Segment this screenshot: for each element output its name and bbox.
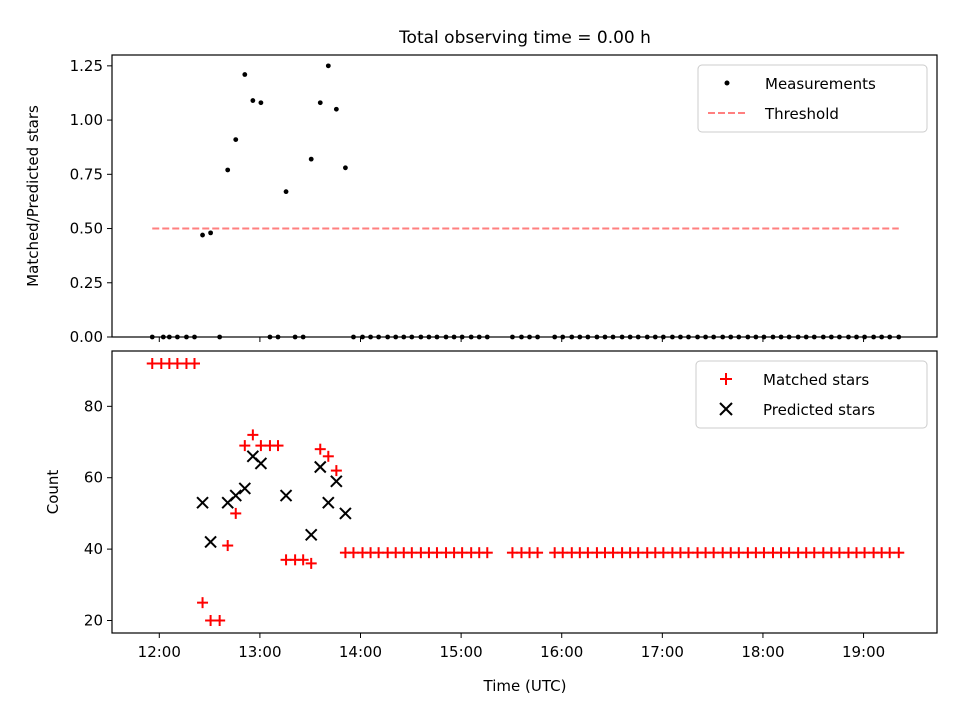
bottom-plot-area [146, 357, 905, 627]
matched-star-point [247, 429, 259, 441]
x-tick-label: 17:00 [641, 643, 684, 661]
top-chart-title: Total observing time = 0.00 h [398, 28, 651, 48]
x-tick-label: 18:00 [741, 643, 784, 661]
legend-threshold-label: Threshold [764, 105, 839, 123]
legend-measurements-marker [724, 80, 730, 86]
matched-star-point [197, 597, 209, 609]
x-tick-label: 14:00 [339, 643, 382, 661]
y-tick-label: 20 [84, 612, 103, 630]
y-tick-label: 1.25 [70, 57, 103, 75]
measurement-point [333, 106, 339, 112]
matched-star-point [305, 557, 317, 569]
measurement-point [283, 189, 289, 195]
top-y-ticks: 0.00 0.25 0.50 0.75 1.00 1.25 [70, 57, 112, 346]
bottom-y-axis-label: Count [44, 470, 62, 515]
y-tick-label: 40 [84, 540, 103, 558]
measurement-point [258, 100, 264, 106]
legend-measurements-label: Measurements [765, 75, 876, 93]
predicted-star-point [279, 489, 293, 502]
predicted-star-point [339, 507, 352, 520]
predicted-star-point [204, 535, 217, 549]
matched-star-point [532, 547, 544, 559]
y-tick-label: 1.00 [70, 111, 103, 129]
matched-star-point [297, 554, 309, 566]
bottom-x-axis-label: Time (UTC) [483, 677, 567, 695]
predicted-star-point [196, 496, 209, 509]
legend-matched-label: Matched stars [763, 371, 869, 389]
legend-predicted-label: Predicted stars [763, 401, 875, 419]
measurement-point [225, 167, 231, 173]
measurement-point [317, 100, 323, 106]
matched-star-point [222, 540, 234, 552]
matched-star-point [189, 357, 200, 369]
x-tick-label: 19:00 [842, 643, 885, 661]
legend-matched-marker [720, 373, 732, 385]
predicted-star-point [330, 475, 343, 488]
matched-star-point [330, 465, 342, 477]
matched-star-point [893, 547, 905, 559]
matched-star-point [239, 440, 251, 452]
x-tick-label: 15:00 [439, 643, 482, 661]
measurement-point [250, 98, 256, 103]
measurement-point [325, 63, 331, 69]
measurement-point [242, 72, 248, 77]
predicted-star-point [305, 528, 318, 542]
predicted-star-point [254, 457, 268, 470]
top-x-ticks [158, 337, 865, 342]
legend-predicted-marker [719, 402, 733, 416]
bottom-y-ticks: 20 40 60 80 [84, 397, 112, 630]
y-tick-label: 0.25 [70, 274, 103, 292]
predicted-star-point [322, 496, 335, 509]
top-legend: Measurements Threshold [697, 64, 928, 133]
x-tick-label: 16:00 [540, 643, 583, 661]
y-tick-label: 0.00 [70, 328, 103, 346]
measurement-point [343, 165, 348, 171]
matched-star-point [214, 615, 226, 627]
top-panel: Total observing time = 0.00 h 0.000.250.… [24, 28, 938, 346]
measurement-point [200, 232, 205, 238]
matched-star-point [314, 443, 326, 455]
matched-star-point [481, 547, 493, 559]
measurement-point [233, 137, 239, 143]
measurement-point [308, 156, 314, 162]
y-tick-label: 0.50 [70, 220, 103, 238]
measurement-point [208, 230, 213, 236]
bottom-legend-box [695, 360, 928, 429]
matched-star-point [322, 450, 334, 462]
x-tick-label: 12:00 [138, 643, 181, 661]
top-legend-box [697, 64, 928, 133]
x-tick-label: 13:00 [238, 643, 281, 661]
matched-star-point [230, 507, 242, 519]
top-y-axis-label: Matched/Predicted stars [24, 105, 42, 287]
predicted-star-point [314, 460, 327, 474]
predicted-star-point [229, 489, 242, 502]
y-tick-label: 0.75 [70, 165, 103, 183]
top-axes-frame [111, 54, 938, 338]
y-tick-label: 80 [84, 397, 103, 415]
bottom-axes-frame [111, 350, 938, 634]
matched-star-point [272, 440, 284, 452]
predicted-star-point [238, 482, 252, 495]
bottom-x-ticks: 12:00 13:00 14:00 15:00 16:00 17:00 18:00 19:00 [138, 633, 885, 661]
bottom-legend: Matched stars Predicted stars [695, 360, 928, 429]
y-tick-label: 60 [84, 469, 103, 487]
